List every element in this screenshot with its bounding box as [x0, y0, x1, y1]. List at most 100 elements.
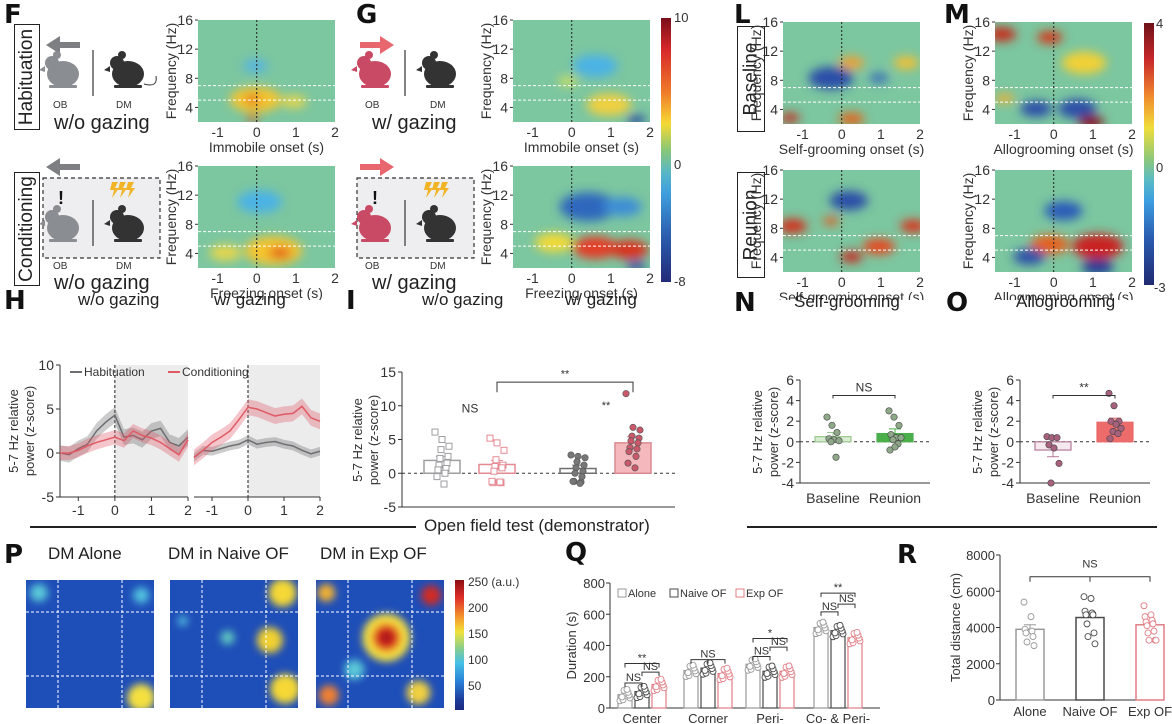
tick-label: -4 [1002, 475, 1015, 491]
heatmap-blob [406, 680, 431, 705]
section-title: Open field test (demonstrator) [424, 516, 650, 535]
heatmap-title-naive: DM in Naive OF [168, 544, 289, 563]
data-point [1023, 638, 1031, 646]
spectral-blob [246, 114, 260, 122]
tick-label: 8 [982, 72, 990, 88]
significance-bracket [641, 671, 660, 677]
tick-label: 1 [292, 270, 300, 286]
significance-bracket [496, 381, 634, 393]
data-point [689, 661, 697, 669]
data-point [890, 413, 898, 421]
data-point [492, 456, 500, 464]
tick-label: 8000 [966, 548, 995, 563]
sem-band-conditioning [194, 398, 320, 466]
tick-label: 12 [177, 187, 193, 203]
condition-label: w/o gazing [54, 112, 150, 134]
legend-label: Alone [628, 588, 656, 600]
axis-label-y: Frequency (Hz) [748, 25, 764, 121]
data-point [631, 464, 639, 472]
axis-label-y: Frequency (Hz) [478, 169, 494, 265]
tick-label: 1 [877, 126, 885, 142]
chart-q: 800 600 400 200 0 Center Corner Peri- Co- & Peri… [564, 576, 880, 724]
tick-label: 16 [974, 14, 990, 30]
sem-band-conditioning [60, 423, 188, 462]
tick-label: 12 [177, 41, 193, 57]
tick-label: 2 [184, 502, 192, 518]
data-point [652, 683, 660, 691]
legend-label-conditioning: Conditioning [182, 365, 249, 379]
spectral-blob [586, 93, 632, 116]
axis-label-x: Self-grooming onset (s) [779, 289, 925, 300]
data-point [490, 467, 498, 475]
heatmap-blob [127, 683, 154, 708]
data-point [848, 636, 856, 644]
tick-label: 2000 [966, 657, 995, 672]
colorbar-mid: 0 [1156, 160, 1164, 175]
data-point [633, 445, 641, 453]
data-point [1140, 602, 1148, 610]
tick-label: 6 [786, 372, 794, 388]
tick-label: 16 [974, 162, 990, 178]
spectral-blob [209, 244, 242, 261]
legend-label: Exp OF [746, 588, 784, 600]
data-point [1055, 459, 1063, 467]
tick-label: -1 [72, 502, 85, 518]
tick-label: 12 [492, 41, 508, 57]
tick-label: 4 [185, 99, 193, 115]
heatmap-blob [318, 685, 339, 706]
tick-label: 1 [148, 502, 156, 518]
data-point [486, 434, 494, 442]
axis-label-y: Frequency (Hz) [163, 23, 179, 119]
tick-label: 10 [380, 398, 396, 414]
tick-label: 600 [583, 607, 605, 622]
category-label: Baseline [1026, 490, 1080, 506]
data-point [1028, 627, 1036, 635]
data-point [1145, 636, 1153, 644]
tick-label: 12 [492, 187, 508, 203]
axis-label-y: Total distance (cm) [948, 573, 963, 682]
data-point [1090, 629, 1098, 637]
tick-label: -1 [1008, 274, 1021, 290]
spectral-blob [1058, 99, 1097, 119]
heatmap-blob [270, 673, 298, 704]
axis-label-y: Frequency (Hz) [960, 173, 976, 269]
category-label: Naive OF [1063, 704, 1118, 719]
dm-label: DM [116, 261, 132, 272]
axis-label-y: power (z-score) [22, 386, 37, 476]
tick-label: 0 [111, 502, 119, 518]
data-point [885, 407, 893, 415]
tick-label: 8 [982, 220, 990, 236]
significance-bracket [624, 662, 660, 668]
category-label: Peri- [756, 711, 783, 724]
legend-swatch [617, 588, 627, 598]
tick-label: -5 [42, 489, 55, 505]
spectrogram-6 [995, 22, 1132, 124]
bar [1135, 624, 1165, 701]
data-point [895, 421, 903, 429]
spectral-blob [626, 261, 646, 268]
chart-r: 8000 6000 4000 2000 0 Alone Naive OF Exp OF NS To… [948, 548, 1172, 719]
spectral-blob [838, 112, 865, 124]
data-point [768, 662, 776, 670]
data-point [433, 473, 441, 481]
axis-label-y: power (z-score) [986, 387, 1001, 477]
tick-label: 4000 [966, 621, 995, 636]
subtitle-w-gazing: w/ gazing [565, 290, 637, 309]
ob-label: OB [53, 261, 68, 272]
tick-label: 8 [500, 216, 508, 232]
tick-label: 10 [38, 357, 54, 373]
tick-label: 8 [185, 216, 193, 232]
significance-bracket [752, 655, 771, 661]
bar [830, 630, 846, 709]
tick-label: 4 [185, 245, 193, 261]
data-point [1030, 642, 1038, 650]
data-point [1082, 611, 1090, 619]
tick-label: 1 [292, 124, 300, 140]
colorbar-tick: 100 [468, 653, 489, 667]
series-line-habituation [193, 438, 321, 458]
tick-label: 8 [770, 72, 778, 88]
tick-label: 0 [244, 502, 252, 518]
category-label: Reunion [1089, 490, 1141, 506]
row-label-habituation: Habituation [14, 24, 40, 130]
data-point [624, 459, 632, 467]
